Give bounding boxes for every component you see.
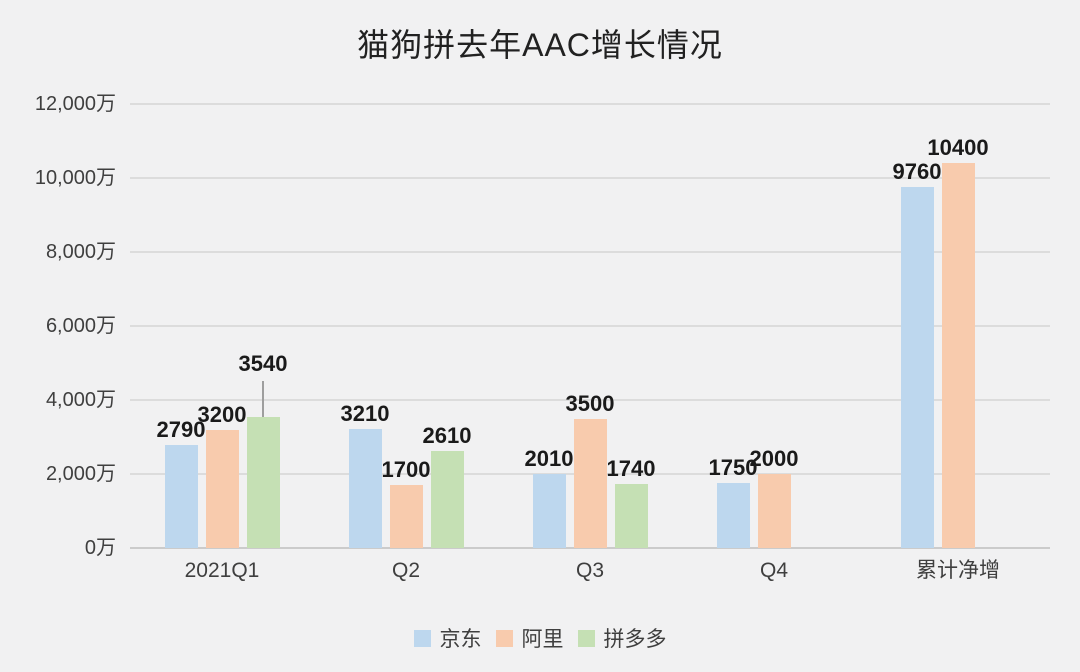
data-label: 3210 [340,401,390,427]
gridline [130,177,1050,179]
data-label: 10400 [927,135,989,161]
bar [430,451,464,548]
y-axis-tick-label: 10,000万 [34,167,116,189]
bar [205,429,239,548]
y-axis-tick-label: 2,000万 [45,463,116,485]
legend: 京东 阿里 拼多多 [0,620,1080,656]
y-axis-tick-label: 8,000万 [45,241,116,263]
x-axis-category-label: 累计净增 [916,559,1000,582]
data-label: 3500 [565,390,615,416]
data-label: 3540 [238,351,288,377]
bar [389,485,423,548]
bar [941,163,975,548]
y-axis-tick-label: 6,000万 [45,315,116,337]
x-axis-category-label: Q4 [759,559,788,582]
bar [900,186,934,548]
y-axis-tick-label: 4,000万 [45,389,116,411]
legend-item-ali: 阿里 [495,623,564,653]
data-label: 2790 [156,416,206,442]
bar [348,429,382,548]
data-label: 9760 [892,158,942,184]
bar [164,444,198,548]
bar [532,473,566,548]
data-label: 2610 [422,423,472,449]
x-axis-category-label: Q3 [575,559,604,582]
x-axis-category-label: 2021Q1 [184,559,260,582]
gridline [130,325,1050,327]
leader-line [262,381,264,418]
gridline [130,103,1050,105]
data-label: 3200 [197,401,247,427]
data-label: 1750 [708,455,758,481]
legend-item-jingdong: 京东 [413,623,482,653]
bar [614,483,648,548]
data-label: 2000 [749,446,799,471]
legend-marker-pinduoduo-icon [577,629,595,647]
chart-title: 猫狗拼去年AAC增长情况 [357,27,723,63]
gridline [130,251,1050,253]
bar [246,417,280,548]
legend-label-jingdong: 京东 [439,628,482,651]
legend-marker-ali-icon [495,629,513,647]
legend-item-pinduoduo: 拼多多 [577,623,667,653]
gridline [130,399,1050,401]
bar [757,474,791,548]
x-axis-line [130,547,1050,549]
data-label: 1700 [381,457,431,483]
legend-marker-jingdong-icon [413,629,431,647]
y-axis-tick-label: 0万 [84,537,116,559]
legend-label-ali: 阿里 [521,628,564,651]
x-axis-category-label: Q2 [391,559,420,582]
data-label: 2010 [524,445,574,471]
data-label: 1740 [606,455,656,481]
bar [573,418,607,548]
legend-label-pinduoduo: 拼多多 [603,628,667,651]
bar [716,483,750,548]
y-axis-tick-label: 12,000万 [34,93,116,115]
